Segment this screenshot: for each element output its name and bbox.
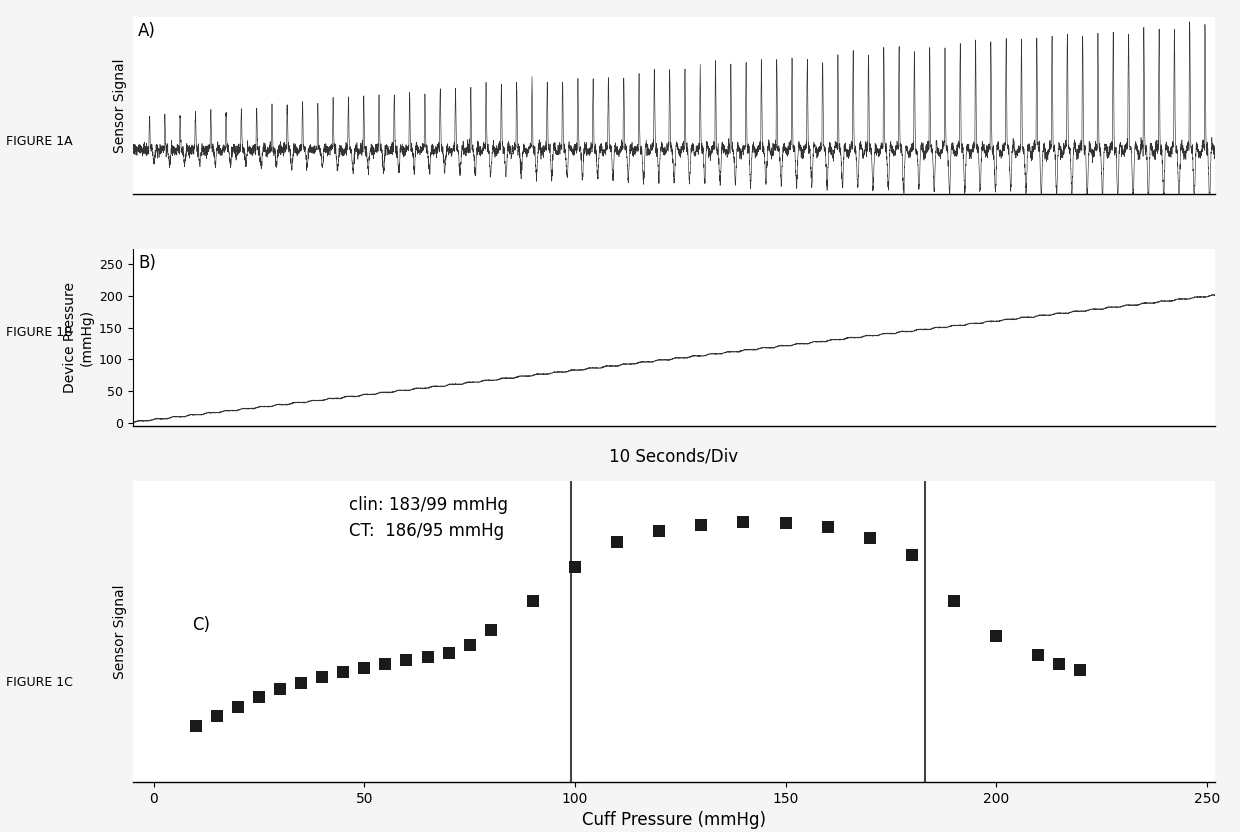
Point (397, 654, 417, 667)
Text: 10 Seconds/Div: 10 Seconds/Div (609, 448, 739, 465)
Point (355, 661, 374, 675)
Point (944, 595, 963, 608)
Point (859, 532, 879, 545)
Point (565, 561, 585, 574)
Point (608, 536, 627, 549)
Point (439, 646, 459, 660)
Text: C): C) (192, 617, 211, 634)
Point (776, 517, 796, 530)
Point (460, 638, 480, 651)
Text: B): B) (138, 254, 156, 272)
Point (376, 657, 396, 671)
Point (186, 719, 206, 732)
Point (901, 548, 921, 562)
Text: FIGURE 1C: FIGURE 1C (6, 676, 73, 689)
Y-axis label: Sensor Signal: Sensor Signal (113, 58, 128, 152)
Point (228, 700, 248, 713)
Text: FIGURE 1A: FIGURE 1A (6, 135, 73, 148)
Y-axis label: Device Pressure
(mmHg): Device Pressure (mmHg) (63, 282, 93, 393)
Point (734, 516, 754, 529)
Point (418, 651, 438, 664)
Text: A): A) (138, 22, 156, 40)
Point (650, 524, 670, 537)
Y-axis label: Sensor Signal: Sensor Signal (113, 584, 128, 679)
Point (986, 630, 1006, 643)
Text: clin: 183/99 mmHg
CT:  186/95 mmHg: clin: 183/99 mmHg CT: 186/95 mmHg (350, 496, 508, 540)
Text: FIGURE 1B: FIGURE 1B (6, 326, 73, 339)
Point (334, 666, 353, 679)
Point (270, 682, 290, 696)
Point (312, 670, 332, 683)
Point (207, 710, 227, 723)
X-axis label: Cuff Pressure (mmHg): Cuff Pressure (mmHg) (582, 811, 766, 830)
Point (1070, 664, 1090, 677)
Point (1028, 649, 1048, 662)
Point (1049, 657, 1069, 671)
Point (291, 676, 311, 690)
Point (523, 595, 543, 608)
Point (249, 691, 269, 704)
Point (692, 518, 712, 532)
Point (817, 521, 837, 534)
Point (481, 623, 501, 636)
